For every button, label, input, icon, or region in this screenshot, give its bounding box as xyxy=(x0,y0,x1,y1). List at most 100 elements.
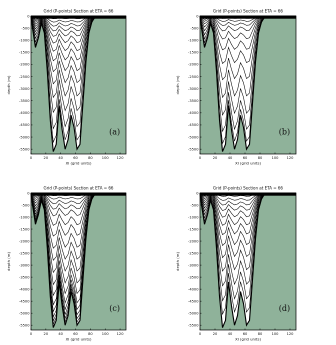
plot-frame xyxy=(30,192,127,331)
x-tick-label: 80 xyxy=(258,156,263,160)
y-tick-label: -1500 xyxy=(19,51,30,55)
x-tick-label: 120 xyxy=(287,332,295,336)
x-axis-label: XI (grid units) xyxy=(66,161,92,166)
surface-band xyxy=(200,15,296,19)
y-tick-label: -2500 xyxy=(19,75,30,79)
chart-title: Grid (P-points) Section at ETA = 66 xyxy=(44,9,114,14)
y-tick-label: -5000 xyxy=(188,135,199,139)
x-axis-label: XI (grid units) xyxy=(235,161,261,166)
x-tick-label: 100 xyxy=(102,156,110,160)
x-tick-label: 80 xyxy=(88,332,93,336)
y-tick-label: -2000 xyxy=(19,239,30,243)
x-tick-label: 20 xyxy=(213,332,218,336)
x-tick-label: 40 xyxy=(58,332,63,336)
y-tick-label: -5000 xyxy=(19,311,30,315)
plot-frame xyxy=(199,15,297,155)
x-tick-label: 0 xyxy=(199,156,202,160)
y-tick-label: -3500 xyxy=(19,99,30,103)
y-tick-label: -4000 xyxy=(188,111,199,115)
panel-label: (d) xyxy=(279,304,290,313)
x-tick-label: 40 xyxy=(228,156,233,160)
chart-panel-b: 0 -500 -1000 -1500 -2000 -2500 -3000 -3500 -4000… xyxy=(175,9,297,166)
x-tick-label: 20 xyxy=(213,156,218,160)
y-tick-label: -1000 xyxy=(188,215,199,219)
x-tick-label: 100 xyxy=(102,332,110,336)
x-tick-label: 100 xyxy=(272,156,280,160)
y-tick-label: 0 xyxy=(27,14,30,18)
ocean-area xyxy=(200,193,296,328)
y-tick-label: 0 xyxy=(196,191,199,195)
x-tick-label: 80 xyxy=(88,156,93,160)
y-axis-label: depth (m) xyxy=(175,252,180,271)
y-axis-label: depth (m) xyxy=(6,75,11,94)
x-tick-label: 20 xyxy=(44,156,49,160)
chart-panel-c: 0 -500 -1000 -1500 -2000 -2500 -3000 -3500 -4000… xyxy=(6,186,127,342)
y-tick-label: -3000 xyxy=(19,87,30,91)
y-tick-label: -500 xyxy=(190,203,199,207)
x-tick-label: 0 xyxy=(30,332,33,336)
y-tick-label: -1500 xyxy=(188,51,199,55)
y-tick-label: -1500 xyxy=(188,227,199,231)
ocean-area xyxy=(200,16,296,152)
x-tick-label: 120 xyxy=(117,156,125,160)
y-tick-label: -5500 xyxy=(188,147,199,151)
panel-label: (b) xyxy=(279,128,290,137)
y-tick-label: -2000 xyxy=(188,239,199,243)
y-tick-label: -4000 xyxy=(19,111,30,115)
y-tick-label: -1500 xyxy=(19,227,30,231)
x-tick-label: 120 xyxy=(117,332,125,336)
y-tick-label: -1000 xyxy=(19,39,30,43)
x-tick-label: 60 xyxy=(243,332,248,336)
y-tick-label: 0 xyxy=(27,191,30,195)
x-axis-label: XI (grid units) xyxy=(235,337,261,342)
y-tick-label: -2500 xyxy=(19,251,30,255)
x-tick-label: 0 xyxy=(199,332,202,336)
y-tick-label: -500 xyxy=(21,26,30,30)
y-tick-label: -3000 xyxy=(188,87,199,91)
y-tick-label: -1000 xyxy=(19,215,30,219)
surface-band xyxy=(200,192,296,196)
plot-frame xyxy=(30,15,127,155)
ocean-area xyxy=(31,16,126,152)
x-tick-label: 60 xyxy=(243,156,248,160)
ocean-area xyxy=(31,193,126,328)
y-tick-label: -5500 xyxy=(19,147,30,151)
y-tick-label: -4500 xyxy=(19,299,30,303)
y-tick-label: -1000 xyxy=(188,39,199,43)
x-axis-label: XI (grid units) xyxy=(66,337,92,342)
y-tick-label: -500 xyxy=(190,26,199,30)
x-tick-label: 0 xyxy=(30,156,33,160)
y-tick-label: -4000 xyxy=(188,287,199,291)
y-tick-label: -3500 xyxy=(19,275,30,279)
surface-band xyxy=(31,15,126,19)
y-tick-label: -4000 xyxy=(19,287,30,291)
y-tick-label: -4500 xyxy=(188,299,199,303)
panel-label: (c) xyxy=(109,304,120,313)
plot-frame xyxy=(199,192,297,331)
y-tick-label: -2500 xyxy=(188,251,199,255)
y-tick-label: -3500 xyxy=(188,275,199,279)
y-tick-label: -2500 xyxy=(188,75,199,79)
x-tick-label: 100 xyxy=(272,332,280,336)
x-tick-label: 120 xyxy=(287,156,295,160)
y-tick-label: -2000 xyxy=(188,63,199,67)
surface-band xyxy=(31,192,126,196)
chart-title: Grid (P-points) Section at ETA = 66 xyxy=(44,186,114,191)
y-tick-label: -5500 xyxy=(19,323,30,327)
y-axis-label: depth (m) xyxy=(6,252,11,271)
y-tick-label: -5500 xyxy=(188,323,199,327)
y-tick-label: -3000 xyxy=(19,263,30,267)
y-tick-label: -3500 xyxy=(188,99,199,103)
y-tick-label: -5000 xyxy=(19,135,30,139)
x-tick-label: 40 xyxy=(228,332,233,336)
x-tick-label: 60 xyxy=(73,156,78,160)
x-tick-label: 40 xyxy=(58,156,63,160)
y-axis-label: depth (m) xyxy=(175,75,180,94)
chart-panel-d: 0 -500 -1000 -1500 -2000 -2500 -3000 -3500 -4000… xyxy=(175,186,297,342)
y-tick-label: -500 xyxy=(21,203,30,207)
panel-label: (a) xyxy=(109,128,120,137)
x-tick-label: 60 xyxy=(73,332,78,336)
y-tick-label: -4500 xyxy=(19,123,30,127)
x-tick-label: 80 xyxy=(258,332,263,336)
